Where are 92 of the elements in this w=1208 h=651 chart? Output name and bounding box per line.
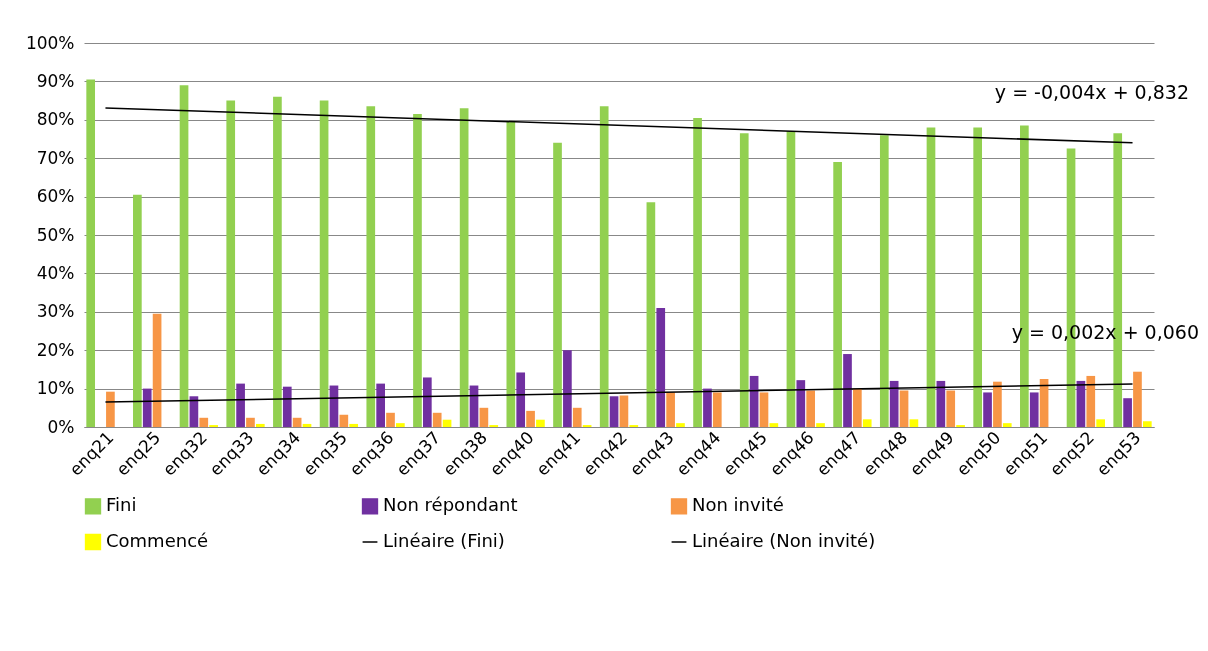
bar — [609, 396, 619, 427]
bar — [759, 392, 769, 427]
bar — [236, 383, 245, 427]
bar — [179, 85, 189, 427]
bar — [993, 381, 1002, 427]
bar — [339, 414, 349, 427]
bar — [142, 388, 152, 427]
bar — [946, 390, 956, 427]
bar — [432, 412, 442, 427]
bar — [853, 388, 862, 427]
bar — [646, 202, 656, 427]
bar — [806, 390, 816, 427]
bar — [572, 407, 582, 427]
y-tick-label: 20% — [36, 339, 75, 360]
bar — [843, 354, 852, 427]
bar — [796, 380, 806, 427]
bar — [899, 390, 909, 427]
bar — [983, 392, 992, 427]
bar — [1039, 379, 1049, 427]
y-tick-label: 90% — [36, 70, 75, 91]
bar — [676, 423, 685, 427]
bar — [199, 417, 209, 427]
bar — [693, 117, 702, 427]
legend-label: Fini — [106, 494, 137, 516]
bar — [1002, 423, 1012, 427]
bar — [422, 377, 432, 427]
bar — [1029, 392, 1039, 427]
bar — [376, 383, 385, 427]
bar — [879, 135, 889, 427]
bar — [936, 380, 946, 427]
bar — [536, 419, 545, 427]
bar — [516, 372, 526, 427]
y-tick-label: 50% — [36, 224, 75, 245]
bar — [599, 106, 609, 427]
y-tick-label: 0% — [47, 416, 75, 437]
bar — [396, 423, 405, 427]
legend-label: Non invité — [692, 494, 784, 516]
bar — [769, 423, 779, 427]
bar — [226, 100, 236, 427]
y-tick-label: 80% — [36, 109, 75, 130]
bar — [273, 96, 282, 427]
bar — [1096, 419, 1105, 427]
y-tick-label: 70% — [36, 147, 75, 168]
bar — [786, 131, 796, 427]
bar — [619, 395, 629, 427]
bar — [833, 162, 842, 427]
bar — [666, 392, 675, 427]
y-tick-label: 10% — [36, 378, 75, 399]
y-tick-label: 60% — [36, 186, 75, 207]
bar — [889, 380, 899, 427]
bar — [386, 412, 395, 427]
bar — [413, 114, 422, 427]
y-tick-label: 40% — [36, 262, 75, 283]
bar — [319, 100, 329, 427]
bar — [1142, 421, 1152, 427]
bar — [749, 375, 759, 427]
bar — [189, 396, 199, 427]
bar — [816, 423, 825, 427]
bar — [1086, 375, 1096, 427]
bar — [282, 386, 292, 427]
bar — [526, 410, 535, 427]
legend-label: Commencé — [106, 530, 209, 551]
bar — [1133, 371, 1142, 427]
bar — [246, 417, 255, 427]
bar — [712, 392, 722, 427]
bar — [862, 419, 872, 427]
bar — [349, 423, 359, 427]
bar — [506, 121, 516, 427]
annotation: y = -0,004x + 0,832 — [994, 81, 1189, 103]
bar — [106, 391, 115, 427]
bar — [739, 133, 749, 427]
bar — [656, 307, 666, 427]
bar — [255, 423, 265, 427]
legend-label: Linéaire (Non invité) — [692, 530, 876, 551]
bar — [563, 350, 572, 427]
bar — [973, 127, 983, 427]
legend-label: Non répondant — [383, 494, 518, 516]
bar — [152, 313, 162, 427]
bar — [926, 127, 936, 427]
bar — [909, 419, 919, 427]
bar — [459, 108, 469, 427]
bar — [133, 194, 142, 427]
bar — [703, 388, 712, 427]
bar — [553, 142, 562, 427]
bar — [86, 79, 96, 427]
bar — [366, 106, 376, 427]
y-tick-label: 100% — [25, 32, 75, 53]
bar — [1123, 398, 1132, 427]
legend-label: Linéaire (Fini) — [383, 530, 505, 551]
bar — [479, 407, 489, 427]
bar — [292, 417, 302, 427]
y-tick-label: 30% — [36, 301, 75, 322]
